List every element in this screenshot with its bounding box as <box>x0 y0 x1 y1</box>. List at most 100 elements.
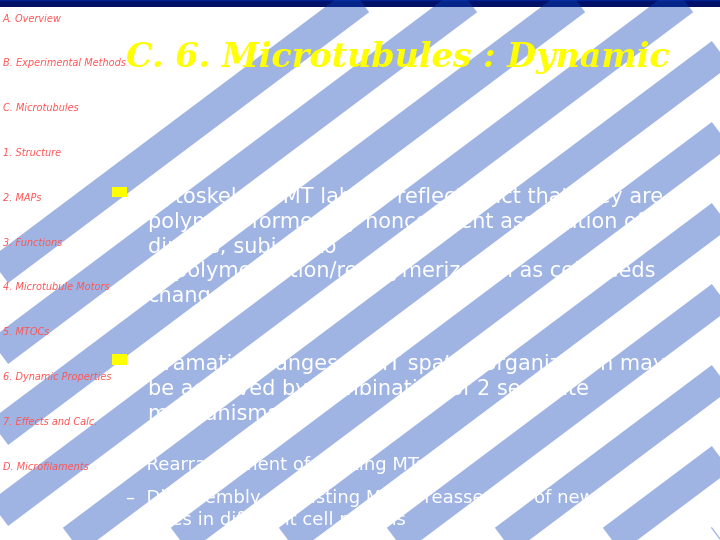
Bar <box>0 2 720 5</box>
Bar <box>0 1 720 4</box>
Bar <box>0 1 720 4</box>
Bar <box>0 1 720 4</box>
Bar <box>0 0 720 3</box>
Bar <box>0 2 720 4</box>
Bar <box>0 2 720 4</box>
Bar <box>0 3 720 5</box>
Bar <box>0 2 720 5</box>
Bar <box>0 1 720 4</box>
Text: 7. Effects and Calc.: 7. Effects and Calc. <box>3 417 97 427</box>
Bar <box>0 2 720 4</box>
Bar <box>0 3 720 5</box>
Bar <box>0 3 720 5</box>
Bar <box>0 1 720 3</box>
Bar <box>0 1 720 3</box>
Bar <box>0 1 720 3</box>
Bar <box>0 1 720 3</box>
Bar <box>0 2 720 5</box>
Bar <box>0 0 720 3</box>
Bar <box>0 2 720 4</box>
Bar <box>0 1 720 3</box>
Bar <box>0 2 720 4</box>
Bar <box>0 1 720 3</box>
Bar <box>0 1 720 3</box>
Bar <box>0 1 720 4</box>
Bar <box>0 1 720 4</box>
Bar <box>0 1 720 4</box>
Bar <box>0 2 720 4</box>
Bar <box>0 3 720 5</box>
Text: Cytoskeletal MT lability reflects fact that they are
polymers formed by noncoval: Cytoskeletal MT lability reflects fact t… <box>148 187 662 306</box>
Bar <box>0 1 720 4</box>
Bar <box>0 1 720 3</box>
Bar <box>0 3 720 5</box>
Bar <box>0 2 720 4</box>
Bar <box>0 3 720 5</box>
Bar <box>0 1 720 3</box>
Bar <box>0 0 720 3</box>
Bar <box>0 1 720 3</box>
Bar <box>0 2 720 5</box>
Bar <box>0 2 720 4</box>
Text: 6. Dynamic Properties: 6. Dynamic Properties <box>3 372 112 382</box>
Bar <box>0 0 720 3</box>
Bar <box>0 2 720 4</box>
Bar <box>0 1 720 3</box>
Bar <box>0 2 720 5</box>
Bar <box>0 1 720 4</box>
Bar <box>0 1 720 4</box>
Bar <box>0 1 720 4</box>
Bar <box>0 2 720 4</box>
Text: B. Experimental Methods: B. Experimental Methods <box>3 58 126 69</box>
Bar <box>0 1 720 3</box>
Bar <box>0 1 720 3</box>
Bar <box>0 0 720 3</box>
Bar <box>0 1 720 4</box>
Text: C. 6. Microtubules : Dynamic: C. 6. Microtubules : Dynamic <box>126 40 670 73</box>
Bar <box>0 2 720 4</box>
Bar <box>0 3 720 5</box>
Bar <box>0 1 720 4</box>
Bar <box>0 2 720 4</box>
Bar <box>0 0 720 3</box>
Bar <box>0 0 720 3</box>
Bar <box>0 3 720 5</box>
Bar <box>0 1 720 4</box>
Text: 4. Microtubule Motors: 4. Microtubule Motors <box>3 282 109 293</box>
Text: 5. MTOCs: 5. MTOCs <box>3 327 49 338</box>
Bar <box>0 0 720 3</box>
Bar <box>0 1 720 3</box>
Text: Dramatic changes in MT spatial organization may
be achieved by combination of 2 : Dramatic changes in MT spatial organizat… <box>148 354 665 424</box>
Bar <box>0 2 720 5</box>
Bar <box>0 0 720 3</box>
Bar <box>0 2 720 4</box>
Bar <box>0 2 720 5</box>
Bar <box>0 1 720 3</box>
Bar <box>0 2 720 4</box>
Text: 3. Functions: 3. Functions <box>3 238 62 248</box>
Bar <box>0 1 720 4</box>
Bar <box>0 2 720 5</box>
Bar <box>0 3 720 5</box>
Bar <box>0 1 720 3</box>
Bar <box>0 2 720 4</box>
Bar <box>0 3 720 5</box>
Bar <box>112 187 127 197</box>
Bar <box>0 2 720 5</box>
Bar <box>0 2 720 5</box>
Bar <box>0 2 720 5</box>
Text: 1. Structure: 1. Structure <box>3 148 61 158</box>
Bar <box>0 3 720 5</box>
Bar <box>0 2 720 5</box>
Bar <box>0 2 720 4</box>
Bar <box>0 0 720 3</box>
Bar <box>0 1 720 3</box>
Bar <box>0 3 720 5</box>
Bar <box>0 0 720 3</box>
Bar <box>0 2 720 4</box>
Bar <box>0 1 720 4</box>
Bar <box>0 1 720 3</box>
Bar <box>0 1 720 4</box>
Bar <box>0 0 720 3</box>
Bar <box>0 1 720 4</box>
